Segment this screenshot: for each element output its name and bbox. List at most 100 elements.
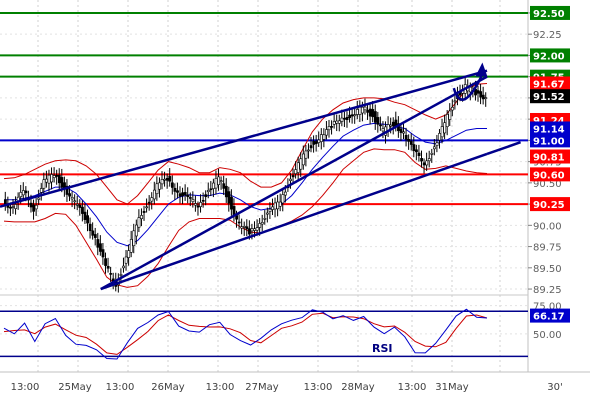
- candle-body: [291, 175, 295, 178]
- candle-body: [451, 107, 454, 111]
- x-tick-label: 25May: [58, 382, 91, 393]
- price-tag-bg: [530, 48, 570, 63]
- candle-body: [145, 206, 149, 209]
- channel-line-extension: [486, 141, 521, 156]
- candle-body: [407, 138, 411, 142]
- candle-body: [73, 200, 77, 203]
- candle-body: [412, 144, 416, 151]
- candle-body: [307, 149, 310, 152]
- rsi-value-tag-bg: [530, 308, 570, 323]
- price-tag-label: 92.00: [533, 51, 565, 62]
- x-tick-label: 13:00: [11, 382, 40, 393]
- price-tag-label: 90.60: [533, 170, 565, 181]
- candle-body: [448, 110, 452, 120]
- candle-body: [3, 199, 7, 205]
- candle-body: [29, 202, 33, 208]
- candle-body: [176, 190, 179, 193]
- rsi-tick-label: 50.00: [533, 330, 562, 341]
- candle-body: [209, 188, 213, 191]
- candle-body: [165, 177, 169, 181]
- candle-body: [191, 199, 195, 202]
- candle-body: [199, 202, 203, 207]
- candle-body: [240, 226, 244, 229]
- candle-body: [325, 129, 328, 136]
- candle-body: [304, 150, 308, 159]
- price-tag-bg: [530, 197, 570, 212]
- channel-line: [0, 69, 488, 208]
- candle-body: [83, 211, 87, 220]
- candle-body: [345, 117, 349, 121]
- candle-body: [122, 265, 125, 269]
- candle-body: [289, 178, 292, 181]
- candle-body: [248, 228, 251, 235]
- candle-body: [402, 131, 406, 134]
- candle-body: [255, 227, 259, 231]
- candle-body: [376, 117, 380, 125]
- candle-body: [9, 206, 12, 209]
- candle-body: [106, 266, 110, 269]
- y-tick-label: 92.25: [533, 30, 562, 41]
- candle-body: [196, 205, 200, 208]
- candle-body: [147, 201, 151, 204]
- candle-body: [140, 215, 143, 219]
- candle-body: [322, 134, 326, 140]
- candle-body: [96, 239, 100, 248]
- candle-body: [99, 243, 102, 252]
- y-tick-label: 90.50: [533, 179, 562, 190]
- candle-body: [39, 188, 43, 193]
- candle-body: [119, 274, 123, 276]
- candle-body: [379, 124, 382, 127]
- candle-body: [47, 174, 51, 184]
- candle-body: [335, 120, 339, 124]
- candle-body: [45, 178, 48, 183]
- candle-body: [170, 182, 174, 188]
- candle-body: [230, 196, 233, 210]
- candle-body: [453, 100, 457, 103]
- candle-body: [312, 141, 316, 145]
- candle-body: [417, 152, 421, 156]
- candle-body: [476, 90, 480, 94]
- candle-body: [355, 109, 359, 115]
- candle-body: [224, 185, 228, 198]
- candle-body: [70, 197, 74, 200]
- candle-body: [469, 86, 472, 93]
- candle-body: [337, 120, 341, 124]
- candle-body: [260, 222, 264, 225]
- candle-body: [358, 106, 362, 115]
- candle-body: [212, 182, 215, 189]
- candle-body: [55, 174, 59, 177]
- candle-body: [124, 256, 128, 264]
- candle-body: [75, 203, 79, 206]
- candle-body: [104, 258, 107, 266]
- candle-body: [78, 204, 82, 208]
- candle-body: [129, 239, 133, 253]
- candle-body: [253, 228, 256, 231]
- candle-body: [343, 117, 346, 120]
- candle-body: [427, 158, 431, 162]
- candle-body: [65, 185, 69, 195]
- candle-body: [353, 114, 357, 117]
- candle-body: [152, 189, 156, 200]
- candle-body: [399, 128, 403, 133]
- price-tag-bg: [530, 133, 570, 148]
- candle-body: [52, 175, 56, 178]
- candle-body: [294, 169, 298, 174]
- candle-body: [276, 201, 280, 210]
- candle-body: [327, 126, 331, 131]
- candle-body: [21, 190, 25, 196]
- candle-body: [222, 183, 226, 189]
- x-tick-label: 13:00: [106, 382, 135, 393]
- x-tick-label: 13:00: [206, 382, 235, 393]
- candle-body: [127, 250, 131, 258]
- candle-body: [302, 153, 305, 166]
- candle-body: [361, 106, 364, 114]
- candle-body: [135, 224, 138, 237]
- candle-body: [484, 97, 488, 99]
- candle-body: [332, 121, 336, 125]
- candle-body: [150, 197, 154, 202]
- candle-body: [186, 194, 190, 198]
- candle-body: [330, 126, 334, 128]
- rsi-value-tag: 66.17: [533, 312, 565, 323]
- candle-body: [371, 109, 375, 118]
